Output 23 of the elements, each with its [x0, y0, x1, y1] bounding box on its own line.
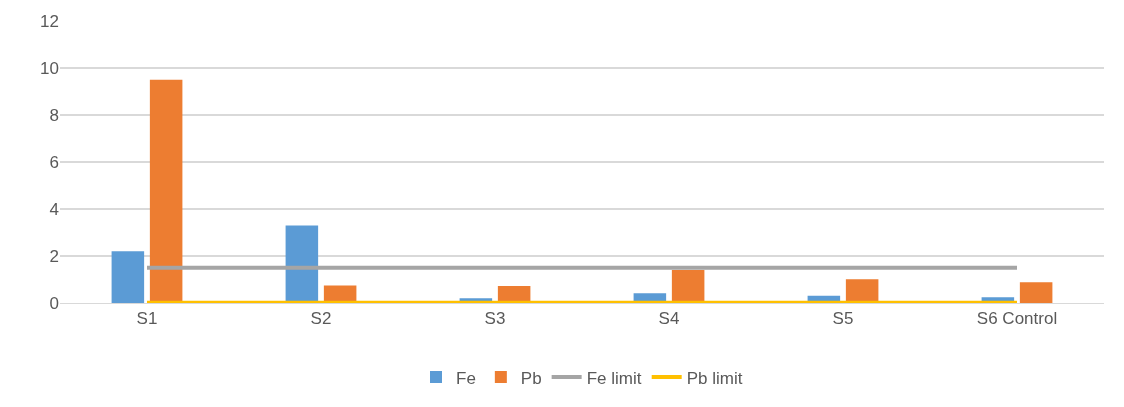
- x-tick-label: S5: [832, 309, 854, 329]
- y-tick-label: 0: [49, 293, 59, 313]
- y-tick-label: 10: [40, 58, 59, 78]
- bar: [845, 279, 879, 303]
- x-tick-label: S2: [310, 309, 332, 329]
- legend-label: Pb limit: [686, 368, 743, 388]
- y-tick-label: 12: [40, 11, 59, 31]
- bar: [149, 79, 183, 303]
- y-tick-label: 2: [49, 246, 59, 266]
- x-tick-label: S4: [658, 309, 680, 329]
- y-tick-label: 4: [49, 199, 59, 219]
- x-tick-label: S3: [484, 309, 506, 329]
- y-tick-label: 8: [49, 105, 59, 125]
- y-tick-label: 6: [49, 152, 59, 172]
- bar: [285, 225, 319, 303]
- bar: [111, 251, 145, 303]
- bar: [1019, 282, 1053, 303]
- legend-label: Fe: [456, 368, 476, 388]
- bar: [671, 270, 705, 303]
- x-tick-label: S6 Control: [976, 309, 1058, 329]
- x-tick-label: S1: [136, 309, 158, 329]
- legend-label: Pb: [520, 368, 542, 388]
- legend-label: Fe limit: [586, 368, 642, 388]
